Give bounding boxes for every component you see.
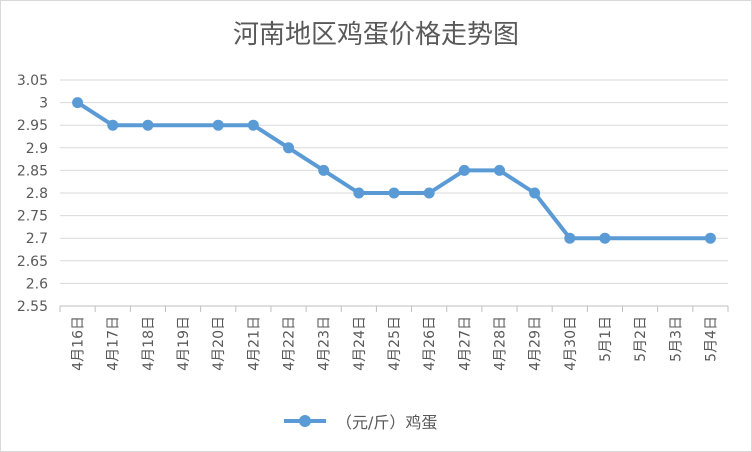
x-tick-label: 5月2日 [633,316,649,362]
data-point [142,119,154,131]
data-point [529,187,541,199]
x-tick-label: 4月21日 [246,316,262,371]
chart-title: 河南地区鸡蛋价格走势图 [232,20,519,50]
data-point [493,164,505,176]
x-tick-label: 5月4日 [703,316,719,362]
data-point [212,119,224,131]
x-tick-label: 5月3日 [668,316,684,362]
data-point [283,142,295,154]
series-layer [72,97,716,244]
x-tick-label: 4月27日 [457,316,473,371]
x-tick-label: 4月23日 [317,316,333,371]
y-tick-label: 2.6 [26,276,48,292]
y-tick-label: 2.8 [26,186,48,202]
x-tick-label: 4月17日 [106,316,122,371]
x-tick-label: 4月19日 [176,316,192,371]
y-tick-label: 3.05 [17,73,48,89]
data-point [423,187,435,199]
legend: （元/斤）鸡蛋 [282,410,437,432]
data-point [388,187,400,199]
data-point [564,232,576,244]
y-tick-label: 3 [39,96,48,112]
x-tick-label: 4月26日 [422,316,438,371]
data-point [107,119,119,131]
legend-label-eggs: （元/斤）鸡蛋 [336,413,438,432]
data-point [318,164,330,176]
y-tick-label: 2.85 [17,163,48,179]
y-axis: 2.55 2.6 2.65 2.7 2.75 2.8 2.85 2.9 2.95 3 3.05 [17,73,48,315]
y-tick-label: 2.55 [17,299,48,315]
x-tick-label: 4月28日 [492,316,508,371]
x-axis: 4月16日 4月17日 4月18日 4月19日 4月20日 4月21日 4月22日 4月23日… [59,306,729,371]
data-point [72,97,84,109]
x-tick-label: 4月20日 [211,316,227,371]
x-tick-label: 4月29日 [528,316,544,371]
x-tick-label: 5月1日 [598,316,614,362]
y-tick-label: 2.75 [17,209,48,225]
x-tick-label: 4月22日 [282,316,298,371]
data-point [704,232,716,244]
data-point [353,187,365,199]
y-tick-label: 2.65 [17,254,48,270]
x-tick-label: 4月16日 [71,316,87,371]
y-tick-label: 2.95 [17,118,48,134]
x-tick-label: 4月30日 [563,316,579,371]
data-point [458,164,470,176]
x-tick-label: 4月18日 [141,316,157,371]
data-point [599,232,611,244]
x-tick-label: 4月25日 [387,316,403,371]
y-tick-label: 2.7 [26,231,48,247]
data-point [247,119,259,131]
x-tick-label: 4月24日 [352,316,368,371]
legend-marker [284,415,326,427]
series-line [76,100,711,241]
y-tick-label: 2.9 [26,141,48,157]
